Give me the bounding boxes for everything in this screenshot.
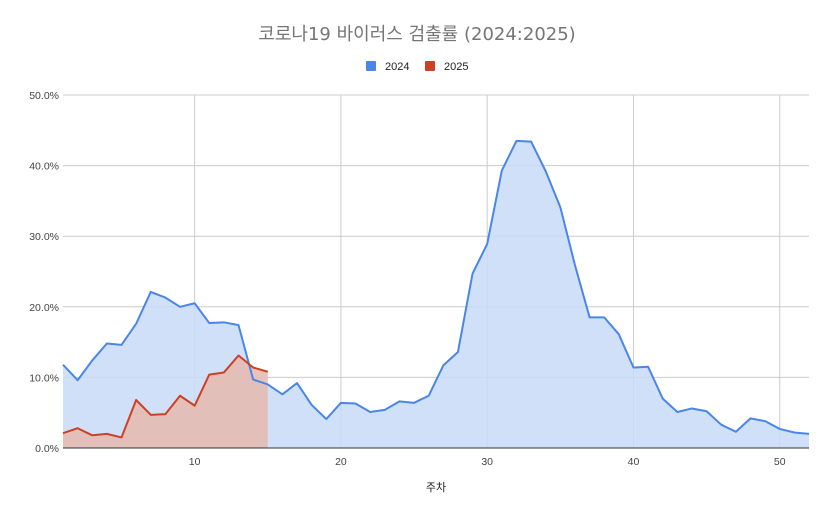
x-tick-label: 50 [774, 456, 786, 468]
y-tick-label: 0.0% [35, 443, 59, 455]
series-areas [63, 140, 809, 448]
legend: 2024 2025 [366, 61, 468, 73]
x-tick-label: 20 [335, 456, 347, 468]
area-2025 [63, 355, 268, 448]
series-lines [62, 139, 810, 439]
legend-swatch-2025 [425, 61, 435, 71]
legend-label-2025: 2025 [444, 61, 468, 73]
chart-title: 코로나19 바이러스 검출률 (2024:2025) [258, 24, 575, 45]
axes: 0.0% 10.0% 20.0% 30.0% 40.0% 50.0% 10 20 30 40 50 [29, 90, 809, 468]
legend-label-2024: 2024 [385, 61, 409, 73]
x-tick-label: 10 [189, 456, 201, 468]
y-tick-label: 40.0% [29, 161, 59, 173]
legend-swatch-2024 [366, 61, 376, 71]
y-tick-label: 20.0% [29, 302, 59, 314]
x-tick-label: 40 [628, 456, 640, 468]
y-tick-label: 50.0% [29, 90, 59, 102]
x-axis-label: 주차 [426, 481, 446, 494]
x-tick-label: 30 [481, 456, 493, 468]
line-2024 [62, 139, 810, 435]
line-2025 [62, 354, 269, 439]
y-tick-label: 30.0% [29, 231, 59, 243]
y-tick-label: 10.0% [29, 372, 59, 384]
